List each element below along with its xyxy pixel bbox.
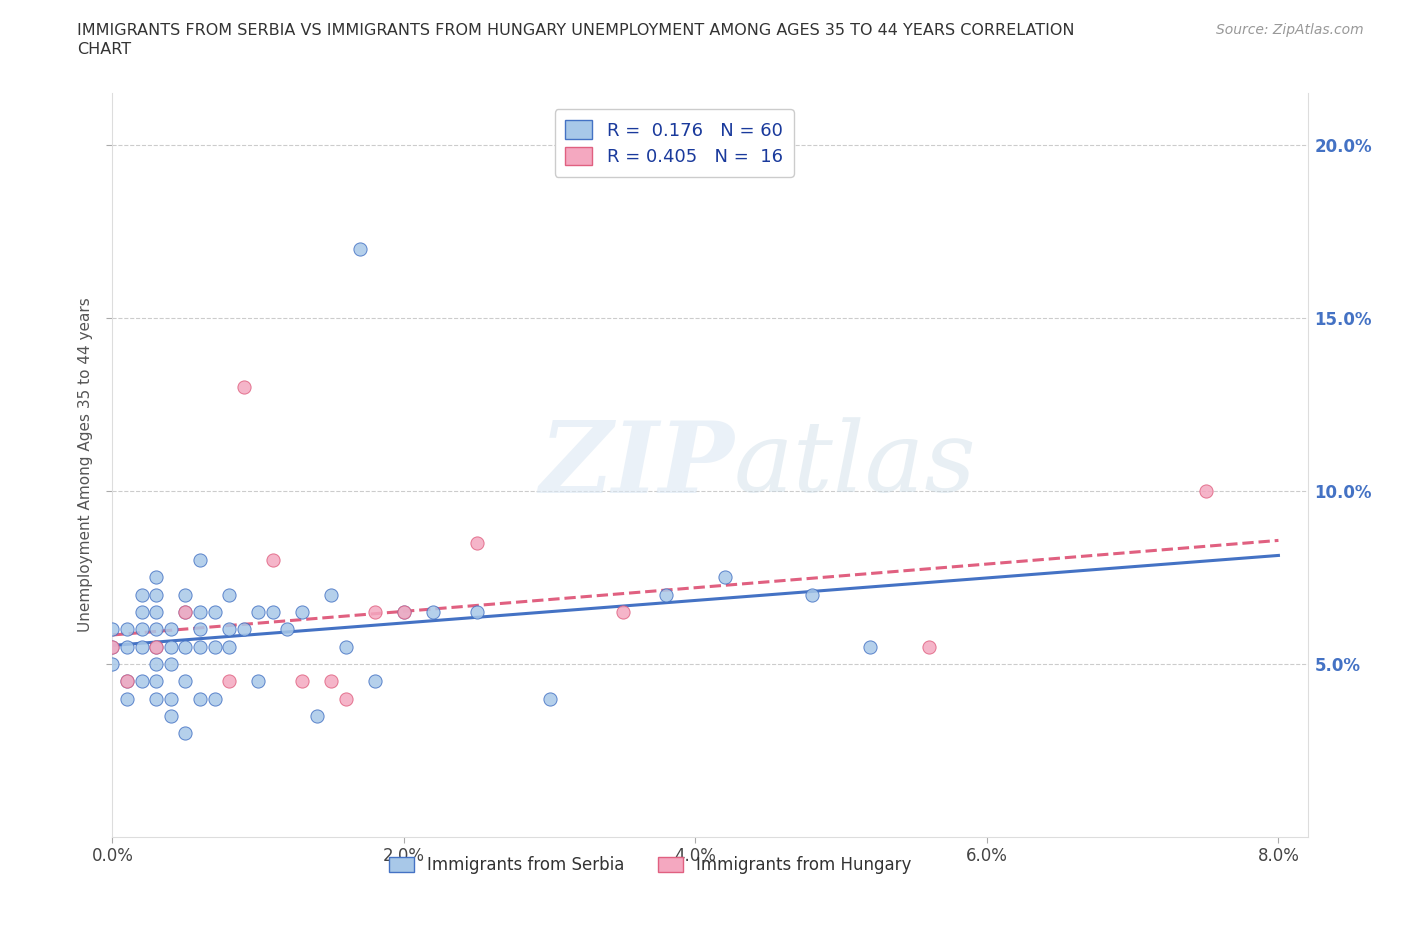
Point — [145, 588, 167, 603]
Legend: Immigrants from Serbia, Immigrants from Hungary: Immigrants from Serbia, Immigrants from … — [382, 849, 918, 881]
Point — [801, 588, 824, 603]
Point — [335, 691, 357, 706]
Point — [291, 674, 314, 689]
Text: ZIP: ZIP — [538, 417, 734, 513]
Point — [422, 604, 444, 619]
Point — [174, 725, 197, 740]
Point — [465, 604, 488, 619]
Point — [159, 709, 181, 724]
Point — [115, 622, 138, 637]
Point — [115, 639, 138, 654]
Point — [159, 622, 181, 637]
Point — [159, 691, 181, 706]
Point — [101, 622, 124, 637]
Point — [319, 674, 342, 689]
Point — [247, 604, 270, 619]
Point — [364, 674, 387, 689]
Point — [145, 674, 167, 689]
Point — [145, 622, 167, 637]
Point — [145, 657, 167, 671]
Point — [204, 604, 226, 619]
Point — [612, 604, 634, 619]
Point — [174, 674, 197, 689]
Point — [655, 588, 678, 603]
Point — [335, 639, 357, 654]
Point — [218, 674, 240, 689]
Text: IMMIGRANTS FROM SERBIA VS IMMIGRANTS FROM HUNGARY UNEMPLOYMENT AMONG AGES 35 TO : IMMIGRANTS FROM SERBIA VS IMMIGRANTS FRO… — [77, 23, 1074, 38]
Point — [218, 588, 240, 603]
Point — [188, 622, 211, 637]
Point — [188, 639, 211, 654]
Point — [131, 604, 153, 619]
Point — [101, 639, 124, 654]
Point — [145, 639, 167, 654]
Y-axis label: Unemployment Among Ages 35 to 44 years: Unemployment Among Ages 35 to 44 years — [79, 298, 93, 632]
Point — [101, 639, 124, 654]
Point — [232, 379, 254, 394]
Point — [917, 639, 939, 654]
Point — [364, 604, 387, 619]
Point — [465, 536, 488, 551]
Text: Source: ZipAtlas.com: Source: ZipAtlas.com — [1216, 23, 1364, 37]
Point — [188, 691, 211, 706]
Point — [174, 588, 197, 603]
Text: atlas: atlas — [734, 418, 977, 512]
Point — [131, 639, 153, 654]
Point — [188, 552, 211, 567]
Point — [713, 570, 735, 585]
Point — [159, 639, 181, 654]
Point — [188, 604, 211, 619]
Point — [392, 604, 415, 619]
Point — [145, 691, 167, 706]
Point — [131, 588, 153, 603]
Point — [859, 639, 882, 654]
Point — [218, 639, 240, 654]
Point — [101, 657, 124, 671]
Point — [392, 604, 415, 619]
Point — [131, 622, 153, 637]
Point — [305, 709, 328, 724]
Point — [115, 674, 138, 689]
Text: CHART: CHART — [77, 42, 131, 57]
Point — [204, 691, 226, 706]
Point — [145, 570, 167, 585]
Point — [262, 604, 284, 619]
Point — [1194, 484, 1216, 498]
Point — [349, 241, 371, 256]
Point — [131, 674, 153, 689]
Point — [276, 622, 298, 637]
Point — [174, 639, 197, 654]
Point — [115, 691, 138, 706]
Point — [145, 639, 167, 654]
Point — [538, 691, 561, 706]
Point — [247, 674, 270, 689]
Point — [218, 622, 240, 637]
Point — [262, 552, 284, 567]
Point — [319, 588, 342, 603]
Point — [204, 639, 226, 654]
Point — [115, 674, 138, 689]
Point — [291, 604, 314, 619]
Point — [232, 622, 254, 637]
Point — [145, 604, 167, 619]
Point — [174, 604, 197, 619]
Point — [174, 604, 197, 619]
Point — [159, 657, 181, 671]
